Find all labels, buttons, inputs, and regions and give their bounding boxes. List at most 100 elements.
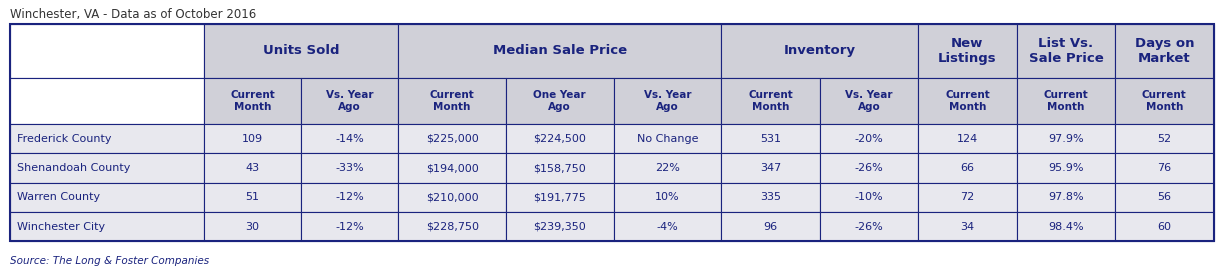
Bar: [820, 212, 918, 241]
Text: -26%: -26%: [855, 222, 883, 231]
Text: Days on
Market: Days on Market: [1135, 37, 1194, 65]
Bar: [1017, 153, 1115, 183]
Bar: [918, 24, 1017, 78]
Bar: [506, 183, 614, 212]
Text: $158,750: $158,750: [534, 163, 586, 173]
Text: 51: 51: [246, 192, 259, 202]
Text: 60: 60: [1158, 222, 1171, 231]
Bar: [10, 183, 204, 212]
Bar: [918, 78, 1017, 124]
Text: 10%: 10%: [655, 192, 680, 202]
Bar: [1115, 183, 1214, 212]
Bar: [204, 183, 302, 212]
Text: -12%: -12%: [336, 192, 364, 202]
Bar: [10, 24, 1214, 241]
Text: Current
Month: Current Month: [945, 90, 990, 112]
Bar: [302, 212, 399, 241]
Bar: [204, 124, 302, 153]
Bar: [10, 153, 204, 183]
Bar: [399, 212, 506, 241]
Bar: [10, 78, 204, 124]
Bar: [721, 183, 820, 212]
Bar: [1115, 212, 1214, 241]
Text: Current
Month: Current Month: [230, 90, 275, 112]
Text: New
Listings: New Listings: [938, 37, 997, 65]
Text: 335: 335: [760, 192, 781, 202]
Text: -26%: -26%: [855, 163, 883, 173]
Bar: [506, 153, 614, 183]
Text: -14%: -14%: [336, 134, 364, 144]
Text: Source: The Long & Foster Companies: Source: The Long & Foster Companies: [10, 256, 209, 266]
Text: 30: 30: [246, 222, 259, 231]
Bar: [302, 183, 399, 212]
Text: One Year
Ago: One Year Ago: [534, 90, 586, 112]
Text: 56: 56: [1158, 192, 1171, 202]
Bar: [918, 212, 1017, 241]
Bar: [204, 78, 302, 124]
Bar: [918, 124, 1017, 153]
Bar: [399, 124, 506, 153]
Text: -10%: -10%: [855, 192, 883, 202]
Text: Units Sold: Units Sold: [263, 44, 339, 57]
Bar: [820, 78, 918, 124]
Text: List Vs.
Sale Price: List Vs. Sale Price: [1029, 37, 1103, 65]
Bar: [302, 78, 399, 124]
Text: Current
Month: Current Month: [1043, 90, 1088, 112]
Text: Current
Month: Current Month: [429, 90, 474, 112]
Text: $225,000: $225,000: [426, 134, 479, 144]
Text: $194,000: $194,000: [426, 163, 479, 173]
Bar: [1115, 78, 1214, 124]
Text: Winchester, VA - Data as of October 2016: Winchester, VA - Data as of October 2016: [10, 8, 257, 21]
Bar: [1017, 78, 1115, 124]
Text: 52: 52: [1158, 134, 1171, 144]
Bar: [614, 212, 721, 241]
Text: 22%: 22%: [655, 163, 680, 173]
Text: Inventory: Inventory: [784, 44, 856, 57]
Bar: [204, 153, 302, 183]
Bar: [399, 78, 506, 124]
Bar: [399, 183, 506, 212]
Text: Vs. Year
Ago: Vs. Year Ago: [643, 90, 691, 112]
Text: 98.4%: 98.4%: [1048, 222, 1083, 231]
Text: 43: 43: [246, 163, 260, 173]
Text: 531: 531: [760, 134, 781, 144]
Text: Current
Month: Current Month: [748, 90, 793, 112]
Bar: [721, 153, 820, 183]
Bar: [614, 153, 721, 183]
Bar: [721, 124, 820, 153]
Text: Shenandoah County: Shenandoah County: [17, 163, 130, 173]
Text: 97.9%: 97.9%: [1048, 134, 1083, 144]
Bar: [918, 183, 1017, 212]
Text: 347: 347: [760, 163, 781, 173]
Bar: [721, 78, 820, 124]
Bar: [614, 78, 721, 124]
Bar: [302, 153, 399, 183]
Bar: [1017, 24, 1115, 78]
Bar: [721, 212, 820, 241]
Bar: [399, 24, 721, 78]
Text: Vs. Year
Ago: Vs. Year Ago: [845, 90, 893, 112]
Text: -12%: -12%: [336, 222, 364, 231]
Text: Winchester City: Winchester City: [17, 222, 105, 231]
Text: Frederick County: Frederick County: [17, 134, 112, 144]
Bar: [10, 212, 204, 241]
Text: 124: 124: [957, 134, 978, 144]
Bar: [506, 212, 614, 241]
Bar: [820, 153, 918, 183]
Bar: [1017, 124, 1115, 153]
Bar: [1115, 153, 1214, 183]
Text: No Change: No Change: [637, 134, 698, 144]
Bar: [10, 24, 204, 78]
Text: 97.8%: 97.8%: [1048, 192, 1083, 202]
Text: 72: 72: [961, 192, 974, 202]
Bar: [506, 78, 614, 124]
Text: -33%: -33%: [336, 163, 364, 173]
Text: $239,350: $239,350: [534, 222, 586, 231]
Text: -20%: -20%: [855, 134, 883, 144]
Text: 109: 109: [242, 134, 263, 144]
Text: -4%: -4%: [657, 222, 679, 231]
Text: $224,500: $224,500: [534, 134, 586, 144]
Bar: [721, 24, 918, 78]
Text: $210,000: $210,000: [426, 192, 478, 202]
Bar: [399, 153, 506, 183]
